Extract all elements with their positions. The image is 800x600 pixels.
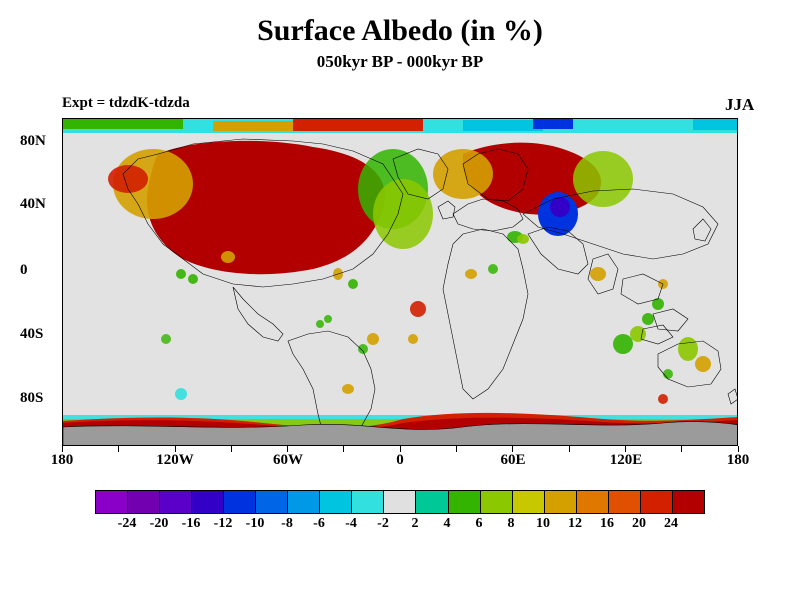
expt-label: Expt = tdzdK-tdzda	[62, 95, 190, 112]
cb-segment-6	[288, 491, 320, 513]
cb-tick-20: 20	[632, 516, 646, 532]
cb-segment-14	[545, 491, 577, 513]
cb-tick-16: 16	[600, 516, 614, 532]
cb-segment-16	[609, 491, 641, 513]
cb-segment-11	[449, 491, 481, 513]
y-axis-label-80n: 80N	[20, 133, 46, 150]
x-axis-label-120w: 120W	[156, 452, 194, 469]
cb-tick--20: -20	[150, 516, 169, 532]
x-axis-label-60w: 60W	[273, 452, 303, 469]
cb-tick-10: 10	[536, 516, 550, 532]
cb-tick-8: 8	[508, 516, 515, 532]
cb-tick--2: -2	[377, 516, 389, 532]
cb-segment-10	[416, 491, 448, 513]
cb-segment-8	[352, 491, 384, 513]
cb-tick--4: -4	[345, 516, 357, 532]
cb-tick--12: -12	[214, 516, 233, 532]
cb-tick--8: -8	[281, 516, 293, 532]
season-label: JJA	[725, 95, 754, 115]
cb-segment-2	[160, 491, 192, 513]
x-axis-label-60e: 60E	[500, 452, 525, 469]
x-axis-label-180w: 180	[51, 452, 74, 469]
cb-segment-1	[128, 491, 160, 513]
cb-segment-0	[96, 491, 128, 513]
cb-segment-18	[673, 491, 704, 513]
cb-tick--6: -6	[313, 516, 325, 532]
cb-segment-17	[641, 491, 673, 513]
colorbar-ticklabels: -24 -20 -16 -12 -10 -8 -6 -4 -2 2 4 6 8 …	[95, 516, 705, 536]
cb-tick-6: 6	[476, 516, 483, 532]
cb-segment-9	[384, 491, 416, 513]
cb-segment-4	[224, 491, 256, 513]
colorbar[interactable]	[95, 490, 705, 514]
map-svg	[63, 119, 738, 446]
y-axis-label-40s: 40S	[20, 326, 43, 343]
cb-tick-2: 2	[412, 516, 419, 532]
cb-tick-12: 12	[568, 516, 582, 532]
cb-tick--10: -10	[246, 516, 265, 532]
cb-segment-3	[192, 491, 224, 513]
y-axis-label-40n: 40N	[20, 196, 46, 213]
cb-segment-15	[577, 491, 609, 513]
cb-segment-13	[513, 491, 545, 513]
cb-tick--24: -24	[118, 516, 137, 532]
x-axis-label-0: 0	[396, 452, 404, 469]
world-map[interactable]	[62, 118, 738, 446]
y-axis-label-0: 0	[20, 262, 28, 279]
x-axis-label-180e: 180	[727, 452, 750, 469]
cb-segment-7	[320, 491, 352, 513]
cb-segment-12	[481, 491, 513, 513]
cb-tick--16: -16	[182, 516, 201, 532]
x-axis-label-120e: 120E	[610, 452, 643, 469]
y-axis-label-80s: 80S	[20, 390, 43, 407]
cb-segment-5	[256, 491, 288, 513]
cb-tick-24: 24	[664, 516, 678, 532]
subtitle: 050kyr BP - 000kyr BP	[0, 52, 800, 72]
page-title: Surface Albedo (in %)	[0, 14, 800, 48]
cb-tick-4: 4	[444, 516, 451, 532]
